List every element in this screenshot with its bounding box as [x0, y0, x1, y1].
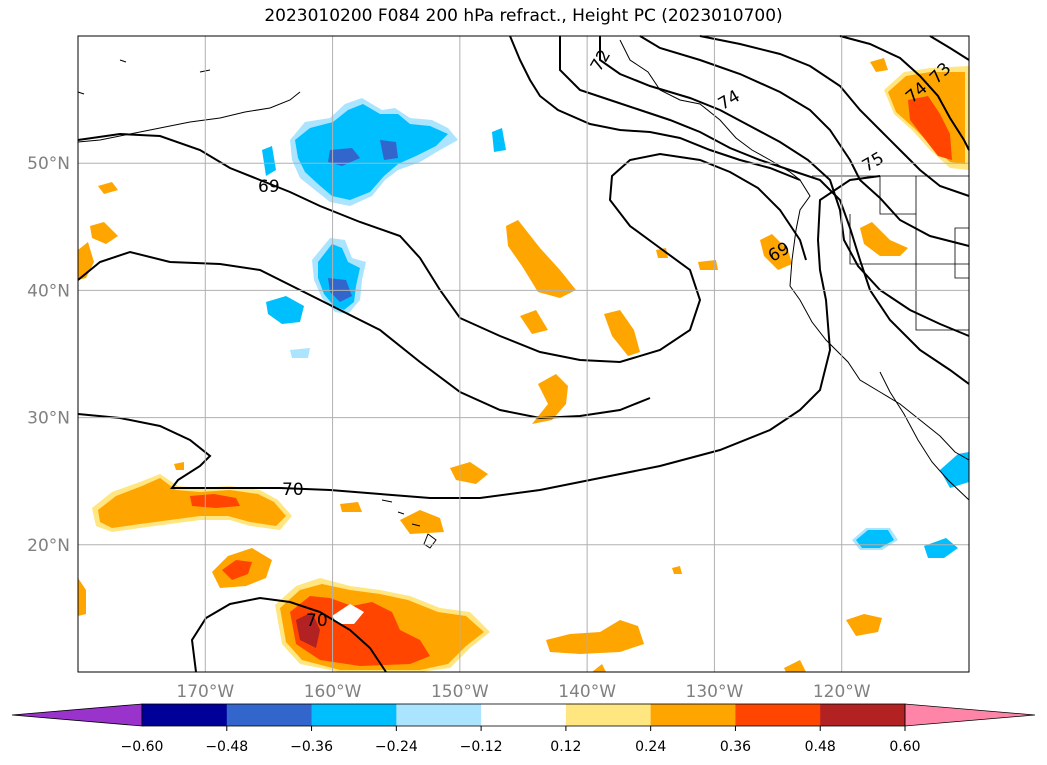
map-title: 2023010200 F084 200 hPa refract., Height…: [264, 6, 783, 26]
colorbar-tick-label: 0.12: [550, 739, 581, 755]
contour-70-south: [190, 596, 387, 673]
longitude-label: 130°W: [686, 682, 744, 702]
gridlines: [78, 36, 969, 672]
positive-anomaly-mid-7: [340, 502, 362, 512]
latitude-label: 50°N: [27, 154, 70, 174]
contour-74: [599, 36, 970, 337]
positive-anomaly-se-1: [546, 620, 644, 654]
colorbar-segment: [396, 704, 482, 726]
contour-69-west: [77, 250, 651, 420]
longitude-labels: 170°W 160°W 150°W 140°W 130°W 120°W: [176, 682, 870, 702]
colorbar-segment: [565, 704, 652, 726]
positive-anomaly-west-edge: [78, 242, 94, 280]
negative-anomaly-east-1-core: [856, 530, 894, 548]
positive-anomaly-sw-core: [222, 560, 252, 580]
shaded-anomalies: [78, 58, 969, 672]
positive-anomaly-coast-2: [860, 222, 908, 256]
colorbar-tick-label: −0.48: [205, 739, 248, 755]
map-background: [78, 36, 969, 672]
baja-coast: [879, 371, 970, 501]
negative-anomaly-east-2: [924, 538, 958, 558]
contour-ne-corner: [929, 35, 970, 61]
positive-anomaly-ne-core: [908, 96, 952, 160]
canada-coast: [619, 39, 970, 461]
longitude-label: 170°W: [176, 682, 234, 702]
contour-69-north: [77, 132, 807, 364]
contour-label: 70: [306, 611, 328, 631]
contour-label: 70: [282, 480, 304, 500]
positive-anomaly-south-core: [290, 596, 430, 666]
longitude-label: 150°W: [431, 682, 489, 702]
contour-76: [699, 35, 970, 197]
negative-anomaly-small-4: [262, 146, 276, 176]
colorbar-tick-label: −0.12: [460, 739, 503, 755]
negative-anomaly-small-1: [266, 296, 304, 324]
contour-label: 69: [258, 177, 280, 197]
map-frame: [77, 35, 970, 673]
colorbar-tick-label: 0.24: [635, 739, 666, 755]
colorbar-tick-label: −0.60: [121, 739, 164, 755]
colorbar-tick-label: 0.48: [805, 739, 836, 755]
colorbar-tick-label: 0.60: [889, 739, 920, 755]
longitude-label: 140°W: [558, 682, 616, 702]
contour-75: [639, 35, 970, 247]
positive-anomaly-mid-1: [506, 220, 576, 298]
positive-anomaly-mid-3: [520, 310, 548, 334]
colorbar-segment: [820, 704, 906, 726]
colorbar-segment: [481, 704, 567, 726]
colorbar-tick-label: −0.24: [375, 739, 418, 755]
map-area: 69 70 70 72 74 73 74 75 69: [77, 35, 970, 673]
positive-anomaly-south-hole: [332, 604, 364, 624]
colorbar-segment: [650, 704, 736, 726]
negative-anomaly-small-3: [492, 128, 506, 152]
longitude-label: 160°W: [304, 682, 362, 702]
latitude-label: 30°N: [27, 409, 70, 429]
positive-anomaly-se-2: [846, 614, 882, 636]
colorbar-segment: [226, 704, 313, 726]
colorbar-tick-label: −0.36: [290, 739, 333, 755]
negative-anomaly-small-2: [290, 348, 310, 358]
contour-73: [559, 36, 970, 385]
colorbar-outline: [141, 703, 906, 727]
colorbar-segment: [735, 704, 821, 726]
negative-anomaly-north-inner: [328, 140, 398, 166]
positive-anomaly-coast: [760, 234, 792, 270]
positive-anomaly-west-edge-2: [90, 222, 118, 244]
positive-anomaly-mid-4: [532, 374, 568, 424]
positive-anomaly-mid-6: [400, 510, 444, 534]
islands-hawaii: [381, 499, 437, 549]
colorbar-segment: [142, 704, 228, 726]
colorbar-segment: [311, 704, 397, 726]
latitude-label: 20°N: [27, 536, 70, 556]
colorbar-extend-max: [904, 703, 1036, 727]
colorbar-extend-min: [11, 703, 143, 727]
negative-anomaly-north-core: [295, 104, 448, 200]
positive-anomaly-west-edge-3: [78, 578, 86, 616]
colorbar-tick-label: 0.36: [720, 739, 751, 755]
contour-77: [839, 35, 970, 151]
latitude-labels: 20°N 30°N 40°N 50°N: [27, 154, 70, 556]
longitude-label: 120°W: [813, 682, 871, 702]
contour-72: [509, 35, 801, 181]
colorbar: −0.60 −0.48 −0.36 −0.24 −0.12 0.12 0.24 0.36 0.4…: [11, 703, 1036, 755]
positive-anomaly-south-inner: [296, 612, 320, 648]
positive-anomaly-mid-2: [604, 310, 640, 356]
positive-anomaly-west-band-core: [190, 494, 240, 508]
latitude-label: 40°N: [27, 281, 70, 301]
